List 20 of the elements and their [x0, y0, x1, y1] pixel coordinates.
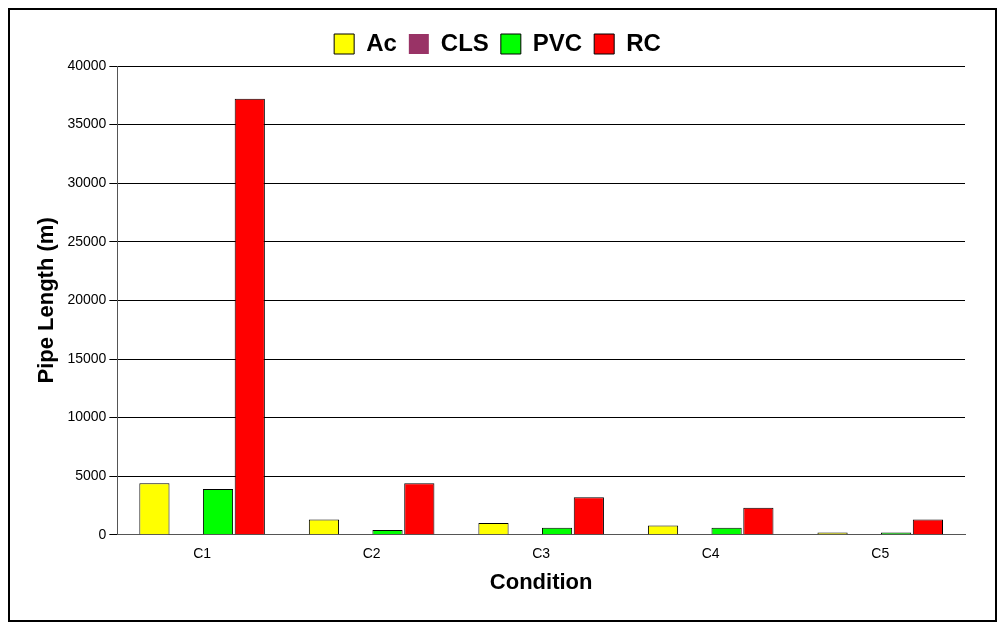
- x-tick-label: C5: [871, 545, 890, 562]
- x-tick-label: C4: [701, 545, 720, 562]
- legend-label: CLS: [440, 28, 489, 56]
- legend-label: PVC: [532, 28, 583, 56]
- y-tick-label: 10000: [67, 408, 107, 425]
- legend-label: RC: [626, 28, 661, 56]
- x-tick-label: C3: [532, 545, 551, 562]
- y-tick-label: 0: [98, 525, 107, 542]
- y-tick-label: 15000: [67, 349, 107, 366]
- y-tick-label: 20000: [67, 291, 107, 308]
- x-axis-title: Condition: [489, 568, 593, 594]
- y-tick-label: 5000: [75, 467, 107, 484]
- x-tick-label: C1: [193, 545, 212, 562]
- y-tick-label: 30000: [67, 174, 107, 191]
- y-tick-label: 40000: [67, 56, 107, 73]
- y-tick-label: 25000: [67, 232, 107, 249]
- y-tick-label: 35000: [67, 115, 107, 132]
- y-axis-title: Pipe Length (m): [33, 217, 59, 384]
- legend-label: Ac: [366, 28, 397, 56]
- x-tick-label: C2: [362, 545, 381, 562]
